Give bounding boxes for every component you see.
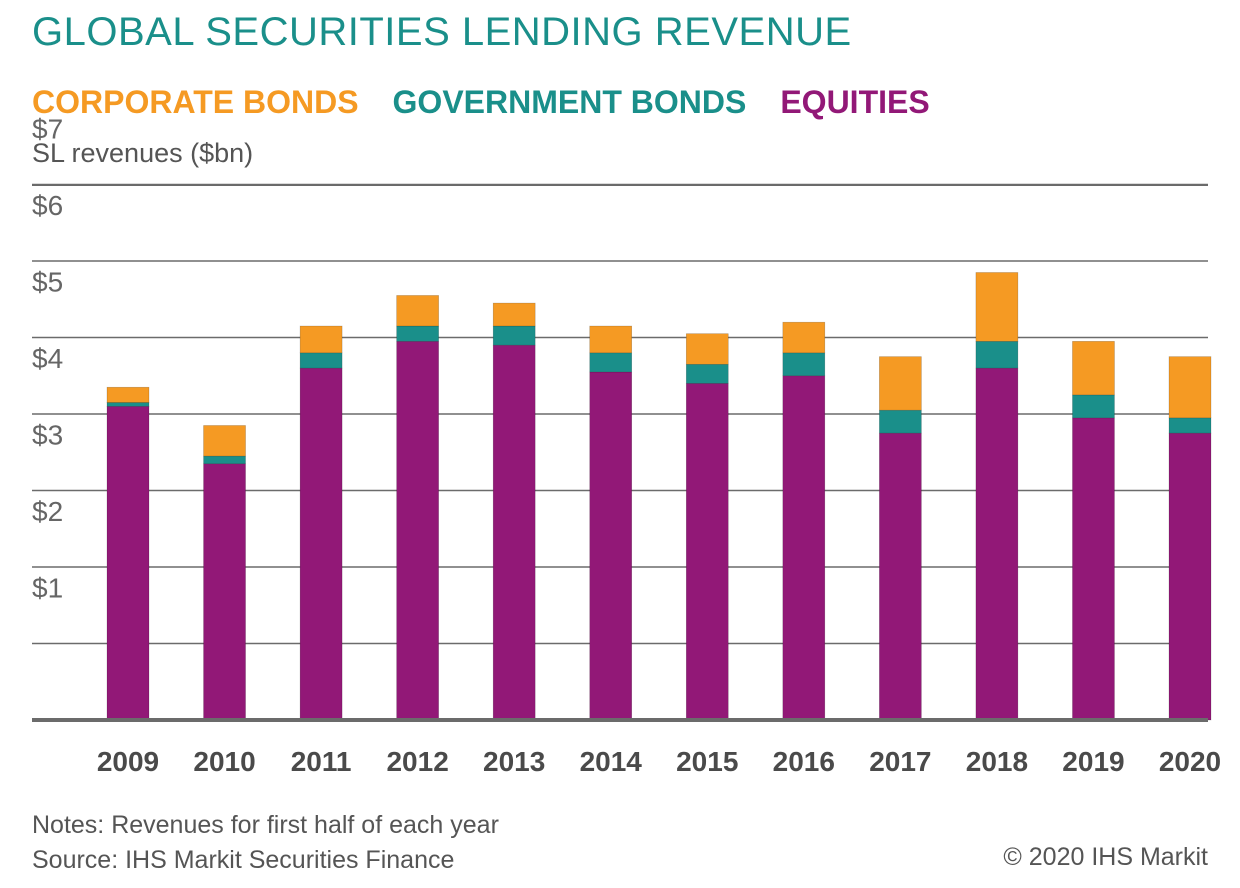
bar-segment xyxy=(589,352,633,373)
x-tick-label: 2019 xyxy=(1062,746,1124,777)
notes-text: Notes: Revenues for first half of each y… xyxy=(32,811,499,839)
x-tick-label: 2010 xyxy=(193,746,255,777)
y-tick-label: $1 xyxy=(32,573,63,604)
bar-segment xyxy=(203,463,246,721)
bar-segment xyxy=(492,302,536,327)
footer-notes: Notes: Revenues for first half of each y… xyxy=(32,808,499,878)
bar-segment xyxy=(782,375,826,721)
y-tick-label: $3 xyxy=(32,420,63,451)
bar-segment xyxy=(299,367,343,721)
bar-segment xyxy=(106,402,150,407)
x-tick-label: 2016 xyxy=(773,746,835,777)
bar-segment xyxy=(396,325,439,342)
bar-segment xyxy=(782,352,826,377)
bar-segment xyxy=(1072,417,1115,721)
copyright-text: © 2020 IHS Markit xyxy=(1003,843,1208,871)
bar-segment xyxy=(396,295,439,327)
bar-segment xyxy=(203,425,246,457)
source-text: Source: IHS Markit Securities Finance xyxy=(32,846,455,874)
x-tick-label: 2011 xyxy=(291,746,352,777)
bar-segment xyxy=(1072,394,1115,419)
bar-segment xyxy=(299,352,343,369)
bar-segment xyxy=(975,272,1019,342)
y-tick-label: $2 xyxy=(32,496,63,527)
x-tick-label: 2020 xyxy=(1159,746,1221,777)
x-tick-label: 2009 xyxy=(97,746,159,777)
y-tick-label: $6 xyxy=(32,190,63,221)
bar-segment xyxy=(203,455,246,465)
bar-segment xyxy=(396,341,439,721)
legend-corporate-bonds: CORPORATE BONDS xyxy=(32,84,359,120)
y-axis-label: SL revenues ($bn) xyxy=(32,138,254,168)
legend-government-bonds: GOVERNMENT BONDS xyxy=(392,84,747,120)
x-tick-label: 2013 xyxy=(483,746,545,777)
bar-segment xyxy=(685,363,729,384)
legend: CORPORATE BONDS GOVERNMENT BONDS EQUITIE… xyxy=(32,84,930,121)
bar-segment xyxy=(975,341,1019,369)
bar-segment xyxy=(685,333,729,365)
x-tick-label: 2017 xyxy=(869,746,931,777)
bar-segment xyxy=(589,325,633,354)
bar-segment xyxy=(975,367,1019,721)
chart-title: GLOBAL SECURITIES LENDING REVENUE xyxy=(32,10,852,54)
bar-segment xyxy=(879,409,922,434)
y-tick-label: $7 xyxy=(32,114,63,145)
legend-equities: EQUITIES xyxy=(780,84,930,120)
bar-segment xyxy=(589,371,633,721)
x-tick-label: 2014 xyxy=(580,746,643,777)
bar-segment xyxy=(106,406,150,721)
bar-segment xyxy=(685,383,729,721)
bar-segment xyxy=(492,344,536,721)
x-tick-label: 2015 xyxy=(676,746,738,777)
bar-segment xyxy=(106,386,150,403)
bar-segment xyxy=(492,325,536,346)
bar-segment xyxy=(1168,417,1212,434)
bar-segment xyxy=(1168,432,1212,721)
x-tick-label: 2018 xyxy=(966,746,1028,777)
y-tick-label: $5 xyxy=(32,267,63,298)
bar-segment xyxy=(879,432,922,721)
bar-segment xyxy=(299,325,343,354)
y-tick-label: $4 xyxy=(32,343,63,374)
bar-segment xyxy=(879,356,922,411)
bar-segment xyxy=(782,321,826,354)
x-tick-label: 2012 xyxy=(386,746,448,777)
bar-segment xyxy=(1168,356,1212,419)
bar-segment xyxy=(1072,341,1115,396)
